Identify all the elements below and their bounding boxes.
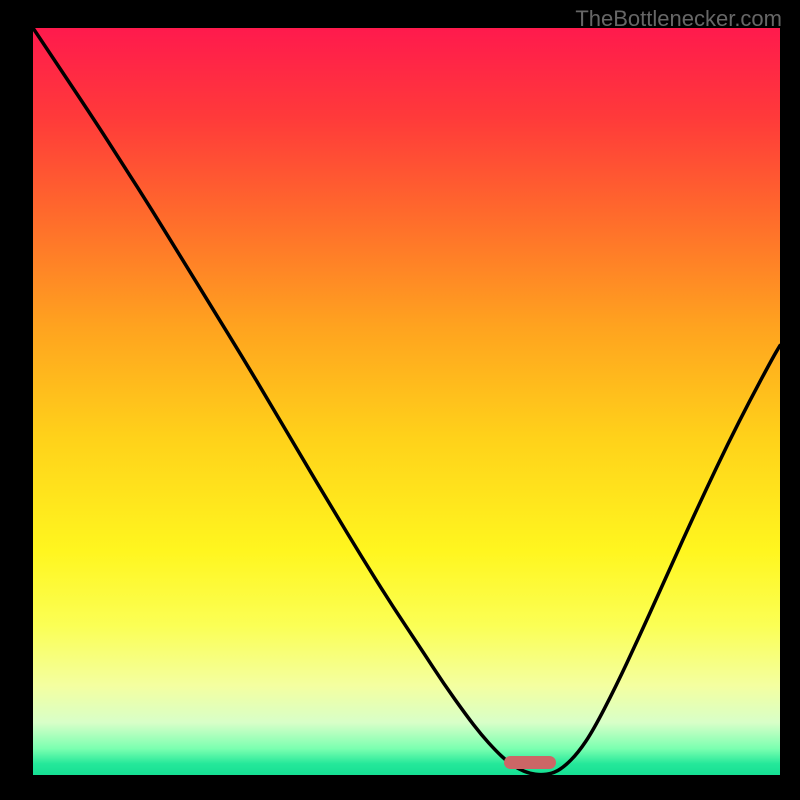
chart-plot-area (33, 28, 780, 775)
watermark-text: TheBottlenecker.com (575, 6, 782, 32)
bottleneck-curve (33, 28, 780, 775)
optimal-marker (504, 756, 556, 769)
